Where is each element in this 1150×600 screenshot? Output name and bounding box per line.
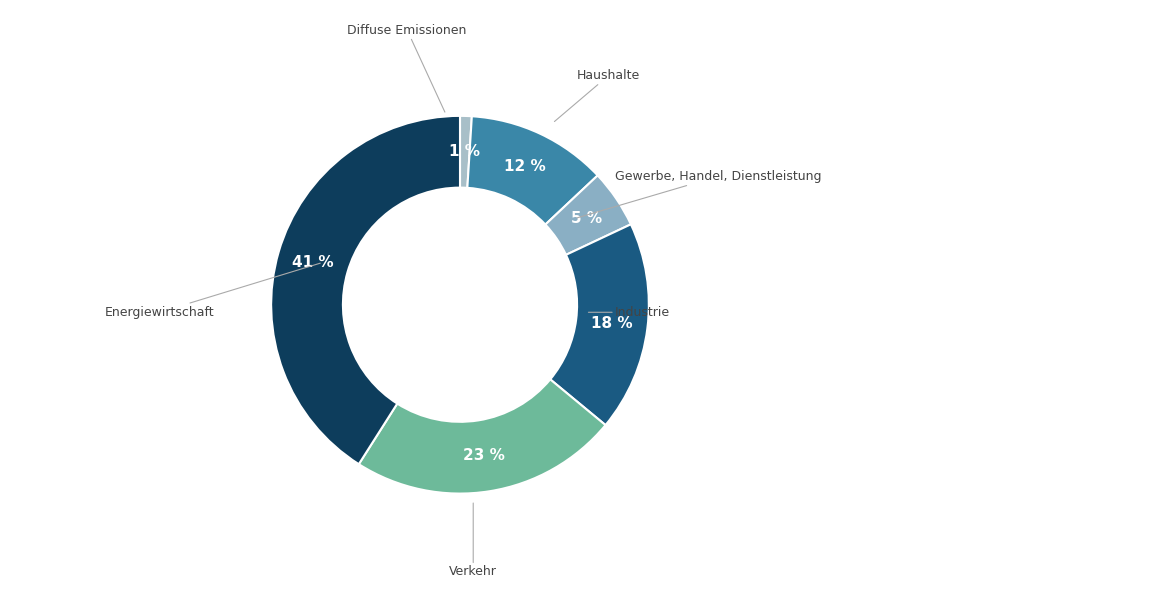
Wedge shape — [271, 116, 460, 464]
Text: Industrie: Industrie — [589, 306, 670, 319]
Text: Diffuse Emissionen: Diffuse Emissionen — [347, 23, 467, 112]
Text: 23 %: 23 % — [463, 448, 505, 463]
Wedge shape — [467, 116, 598, 224]
Text: 41 %: 41 % — [292, 254, 334, 269]
Wedge shape — [460, 116, 471, 188]
Wedge shape — [359, 379, 606, 494]
Text: Haushalte: Haushalte — [554, 69, 641, 122]
Wedge shape — [550, 224, 649, 425]
Text: Energiewirtschaft: Energiewirtschaft — [105, 263, 320, 319]
Text: Verkehr: Verkehr — [450, 503, 497, 578]
Wedge shape — [545, 175, 631, 255]
Text: 18 %: 18 % — [591, 316, 632, 331]
Text: 1 %: 1 % — [450, 145, 481, 160]
Text: Gewerbe, Handel, Dienstleistung: Gewerbe, Handel, Dienstleistung — [577, 170, 821, 218]
Text: 12 %: 12 % — [504, 159, 546, 174]
Text: 5 %: 5 % — [570, 211, 603, 226]
